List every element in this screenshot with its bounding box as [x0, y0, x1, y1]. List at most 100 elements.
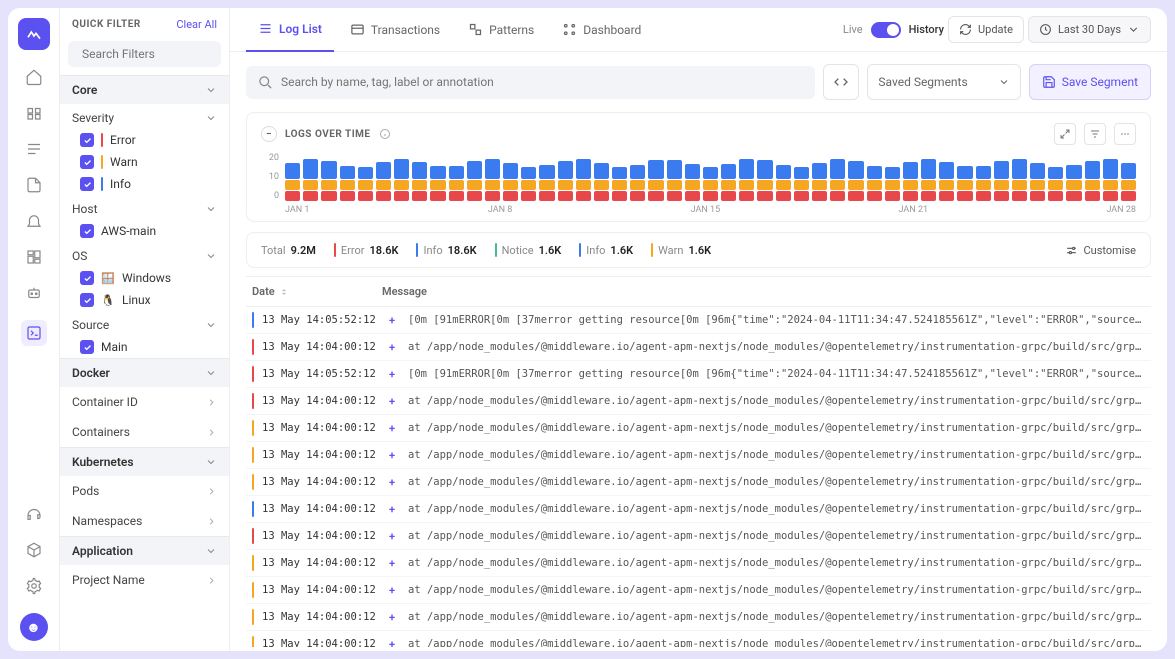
expand-row-button[interactable]: + [384, 476, 400, 489]
section-kubernetes[interactable]: Kubernetes [60, 447, 229, 476]
nav-list-icon[interactable] [25, 140, 43, 158]
expand-row-button[interactable]: + [384, 314, 400, 327]
filter-k8s-item[interactable]: Namespaces [60, 506, 229, 536]
nav-bot-icon[interactable] [25, 284, 43, 302]
table-row[interactable]: 13 May 14:05:52:12+[0m [91mERROR[0m [37m… [246, 307, 1151, 334]
nav-support-icon[interactable] [25, 505, 43, 523]
chart-bar[interactable] [503, 163, 518, 201]
section-docker[interactable]: Docker [60, 358, 229, 387]
chart-bar[interactable] [594, 163, 609, 201]
chart-bar[interactable] [612, 167, 627, 201]
chart-bar[interactable] [776, 165, 791, 201]
code-button[interactable] [823, 64, 859, 100]
chart-bar[interactable] [558, 161, 573, 201]
nav-home-icon[interactable] [25, 68, 43, 86]
table-row[interactable]: 13 May 14:04:00:12+at /app/node_modules/… [246, 442, 1151, 469]
chart-bar[interactable] [739, 159, 754, 201]
main-search-input[interactable] [281, 75, 803, 89]
chart-bar[interactable] [1085, 161, 1100, 201]
chart-bar[interactable] [321, 161, 336, 201]
tab-dashboard[interactable]: Dashboard [550, 8, 653, 52]
expand-row-button[interactable]: + [384, 638, 400, 648]
chart-bar[interactable] [921, 159, 936, 201]
chart-bar[interactable] [830, 159, 845, 201]
nav-grid-icon[interactable] [25, 248, 43, 266]
col-header-date[interactable]: Date [252, 285, 382, 298]
chart-bar[interactable] [994, 161, 1009, 201]
table-row[interactable]: 13 May 14:04:00:12+at /app/node_modules/… [246, 334, 1151, 361]
filter-docker-item[interactable]: Containers [60, 417, 229, 447]
chart-bar[interactable] [358, 167, 373, 201]
subsection-host[interactable]: Host [60, 195, 229, 220]
chart-bar[interactable] [812, 163, 827, 201]
chart-bar[interactable] [867, 166, 882, 201]
nav-settings-icon[interactable] [25, 577, 43, 595]
table-row[interactable]: 13 May 14:04:00:12+at /app/node_modules/… [246, 523, 1151, 550]
chart-bar[interactable] [1048, 167, 1063, 201]
chart-bar[interactable] [1121, 163, 1136, 201]
chart-bar[interactable] [757, 160, 772, 201]
col-header-message[interactable]: Message [382, 285, 1145, 298]
table-row[interactable]: 13 May 14:05:52:12+[0m [91mERROR[0m [37m… [246, 361, 1151, 388]
chart-bar[interactable] [576, 159, 591, 201]
chart-bar[interactable] [885, 167, 900, 201]
chart-bar[interactable] [303, 159, 318, 201]
nav-stack-icon[interactable] [25, 104, 43, 122]
table-row[interactable]: 13 May 14:04:00:12+at /app/node_modules/… [246, 577, 1151, 604]
chart-bar[interactable] [957, 166, 972, 201]
user-avatar[interactable]: ☻ [20, 613, 48, 641]
chart-bar[interactable] [430, 166, 445, 201]
chart-bar[interactable] [794, 167, 809, 201]
filter-button[interactable] [1084, 123, 1106, 145]
nav-logs-icon[interactable] [21, 320, 47, 346]
more-button[interactable] [1114, 123, 1136, 145]
table-row[interactable]: 13 May 14:04:00:12+at /app/node_modules/… [246, 388, 1151, 415]
expand-button[interactable] [1054, 123, 1076, 145]
table-row[interactable]: 13 May 14:04:00:12+at /app/node_modules/… [246, 415, 1151, 442]
filter-severity-info[interactable]: Info [60, 173, 229, 195]
subsection-source[interactable]: Source [60, 311, 229, 336]
subsection-os[interactable]: OS [60, 242, 229, 267]
filter-host-item[interactable]: AWS-main [60, 220, 229, 242]
update-button[interactable]: Update [948, 16, 1024, 43]
table-row[interactable]: 13 May 14:04:00:12+at /app/node_modules/… [246, 469, 1151, 496]
live-switch[interactable] [871, 22, 901, 38]
section-application[interactable]: Application [60, 536, 229, 565]
chart-bar[interactable] [485, 159, 500, 201]
expand-row-button[interactable]: + [384, 395, 400, 408]
main-search[interactable] [246, 66, 815, 99]
chart-bar[interactable] [340, 166, 355, 201]
expand-row-button[interactable]: + [384, 503, 400, 516]
chart-bar[interactable] [521, 167, 536, 201]
chart-bar[interactable] [703, 167, 718, 201]
app-logo[interactable] [18, 18, 50, 50]
chart-bar[interactable] [685, 164, 700, 201]
filter-os-item[interactable]: 🪟Windows [60, 267, 229, 289]
chart-bar[interactable] [285, 163, 300, 201]
tab-patterns[interactable]: Patterns [456, 8, 546, 52]
chart-bar[interactable] [667, 160, 682, 201]
saved-segments-select[interactable]: Saved Segments [867, 64, 1020, 100]
chart-bar[interactable] [630, 165, 645, 201]
table-row[interactable]: 13 May 14:04:00:12+at /app/node_modules/… [246, 604, 1151, 631]
nav-file-icon[interactable] [25, 176, 43, 194]
chart-bar[interactable] [1012, 159, 1027, 201]
table-row[interactable]: 13 May 14:04:00:12+at /app/node_modules/… [246, 631, 1151, 647]
filter-search[interactable] [68, 41, 221, 67]
customise-button[interactable]: Customise [1065, 244, 1137, 257]
subsection-severity[interactable]: Severity [60, 104, 229, 129]
expand-row-button[interactable]: + [384, 449, 400, 462]
chart-bar[interactable] [648, 160, 663, 201]
daterange-button[interactable]: Last 30 Days [1028, 16, 1151, 43]
filter-app-item[interactable]: Project Name [60, 565, 229, 595]
chart-bar[interactable] [394, 159, 409, 201]
chart-bar[interactable] [976, 166, 991, 201]
section-core[interactable]: Core [60, 75, 229, 104]
table-row[interactable]: 13 May 14:04:00:12+at /app/node_modules/… [246, 496, 1151, 523]
tab-loglist[interactable]: Log List [246, 8, 334, 52]
expand-row-button[interactable]: + [384, 422, 400, 435]
table-row[interactable]: 13 May 14:04:00:12+at /app/node_modules/… [246, 550, 1151, 577]
chart-bar[interactable] [376, 162, 391, 201]
filter-docker-item[interactable]: Container ID [60, 387, 229, 417]
save-segment-button[interactable]: Save Segment [1029, 64, 1151, 100]
